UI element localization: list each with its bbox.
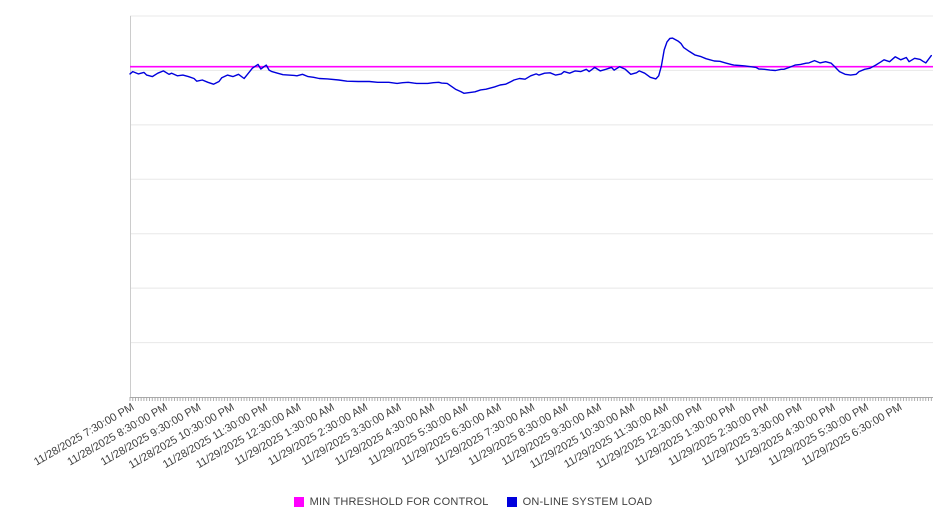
legend: MIN THRESHOLD FOR CONTROL ON-LINE SYSTEM…	[0, 496, 946, 508]
system-load-swatch-icon	[506, 497, 517, 507]
legend-item-min-threshold[interactable]: MIN THRESHOLD FOR CONTROL	[293, 496, 489, 508]
legend-item-system-load[interactable]: ON-LINE SYSTEM LOAD	[506, 496, 653, 508]
legend-label-min-threshold: MIN THRESHOLD FOR CONTROL	[309, 496, 489, 508]
load-line	[129, 37, 932, 95]
min-threshold-swatch-icon	[293, 497, 304, 507]
legend-label-system-load: ON-LINE SYSTEM LOAD	[522, 496, 653, 508]
